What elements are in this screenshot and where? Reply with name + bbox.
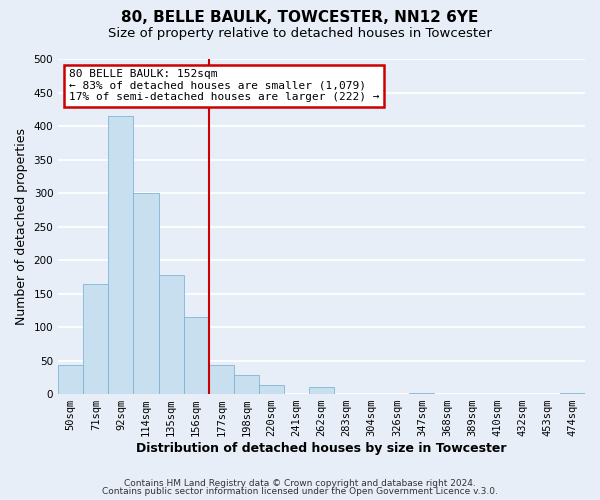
- Y-axis label: Number of detached properties: Number of detached properties: [15, 128, 28, 325]
- Bar: [309, 388, 334, 394]
- Bar: [234, 376, 259, 394]
- Bar: [184, 317, 209, 394]
- Text: Contains public sector information licensed under the Open Government Licence v.: Contains public sector information licen…: [102, 487, 498, 496]
- Bar: [209, 364, 234, 394]
- Bar: [58, 364, 83, 394]
- Text: 80, BELLE BAULK, TOWCESTER, NN12 6YE: 80, BELLE BAULK, TOWCESTER, NN12 6YE: [121, 10, 479, 25]
- Bar: [83, 284, 109, 394]
- Bar: [133, 193, 158, 394]
- Bar: [109, 116, 133, 394]
- Bar: [409, 392, 434, 394]
- Bar: [259, 384, 284, 394]
- Bar: [158, 276, 184, 394]
- Text: Size of property relative to detached houses in Towcester: Size of property relative to detached ho…: [108, 28, 492, 40]
- Bar: [560, 392, 585, 394]
- X-axis label: Distribution of detached houses by size in Towcester: Distribution of detached houses by size …: [136, 442, 507, 455]
- Text: Contains HM Land Registry data © Crown copyright and database right 2024.: Contains HM Land Registry data © Crown c…: [124, 478, 476, 488]
- Text: 80 BELLE BAULK: 152sqm
← 83% of detached houses are smaller (1,079)
17% of semi-: 80 BELLE BAULK: 152sqm ← 83% of detached…: [69, 69, 379, 102]
